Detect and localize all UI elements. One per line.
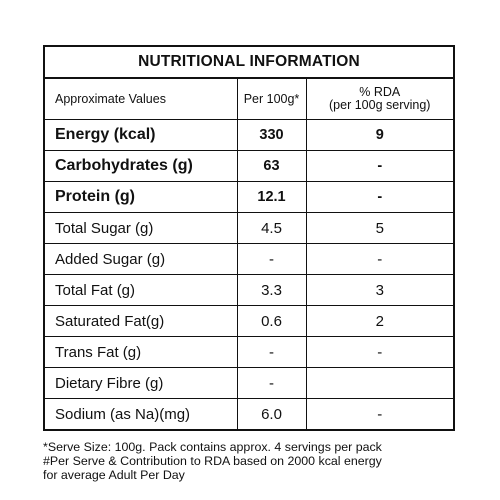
footnote-rda-basis: #Per Serve & Contribution to RDA based o… [43,454,382,468]
row-total-fat: Total Fat (g) 3.3 3 [43,274,455,306]
header-row: Approximate Values Per 100g* % RDA (per … [43,77,455,120]
row-name: Dietary Fibre (g) [43,367,238,399]
row-protein: Protein (g) 12.1 - [43,181,455,213]
row-per-value: 12.1 [236,181,307,213]
row-per-value: 0.6 [236,305,307,337]
row-rda-value: - [305,398,455,431]
row-rda-value: 2 [305,305,455,337]
footnotes: *Serve Size: 100g. Pack contains approx.… [43,440,453,482]
row-name: Energy (kcal) [43,119,238,151]
row-per-value: 63 [236,150,307,182]
header-rda-line2: (per 100g serving) [329,98,431,112]
header-per-100g: Per 100g* [236,77,307,120]
row-added-sugar: Added Sugar (g) - - [43,243,455,275]
row-name: Carbohydrates (g) [43,150,238,182]
footnote-serve-size: *Serve Size: 100g. Pack contains approx.… [43,440,382,454]
row-per-value: - [236,243,307,275]
row-carbohydrates: Carbohydrates (g) 63 - [43,150,455,182]
row-rda-value: - [305,336,455,368]
title-row: NUTRITIONAL INFORMATION [43,45,455,79]
row-per-value: 4.5 [236,212,307,244]
header-rda: % RDA (per 100g serving) [305,77,455,120]
table-title: NUTRITIONAL INFORMATION [43,45,455,79]
row-per-value: 6.0 [236,398,307,431]
row-name: Total Sugar (g) [43,212,238,244]
row-rda-value: 3 [305,274,455,306]
footnote-rda-basis-cont: for average Adult Per Day [43,468,185,482]
row-rda-value: - [305,243,455,275]
row-energy: Energy (kcal) 330 9 [43,119,455,151]
row-name: Saturated Fat(g) [43,305,238,337]
row-rda-value: 5 [305,212,455,244]
nutrition-table: NUTRITIONAL INFORMATION Approximate Valu… [43,45,455,431]
row-rda-value: - [305,150,455,182]
row-name: Added Sugar (g) [43,243,238,275]
row-sodium: Sodium (as Na)(mg) 6.0 - [43,398,455,431]
row-per-value: - [236,336,307,368]
row-name: Total Fat (g) [43,274,238,306]
row-per-value: - [236,367,307,399]
row-name: Protein (g) [43,181,238,213]
nutrition-panel: NUTRITIONAL INFORMATION Approximate Valu… [43,45,455,482]
row-rda-value: 9 [305,119,455,151]
row-name: Sodium (as Na)(mg) [43,398,238,431]
row-name: Trans Fat (g) [43,336,238,368]
row-per-value: 3.3 [236,274,307,306]
row-per-value: 330 [236,119,307,151]
row-rda-value [305,367,455,399]
row-saturated-fat: Saturated Fat(g) 0.6 2 [43,305,455,337]
header-rda-line1: % RDA [359,85,401,99]
header-label: Approximate Values [43,77,238,120]
row-total-sugar: Total Sugar (g) 4.5 5 [43,212,455,244]
row-trans-fat: Trans Fat (g) - - [43,336,455,368]
row-rda-value: - [305,181,455,213]
row-dietary-fibre: Dietary Fibre (g) - [43,367,455,399]
